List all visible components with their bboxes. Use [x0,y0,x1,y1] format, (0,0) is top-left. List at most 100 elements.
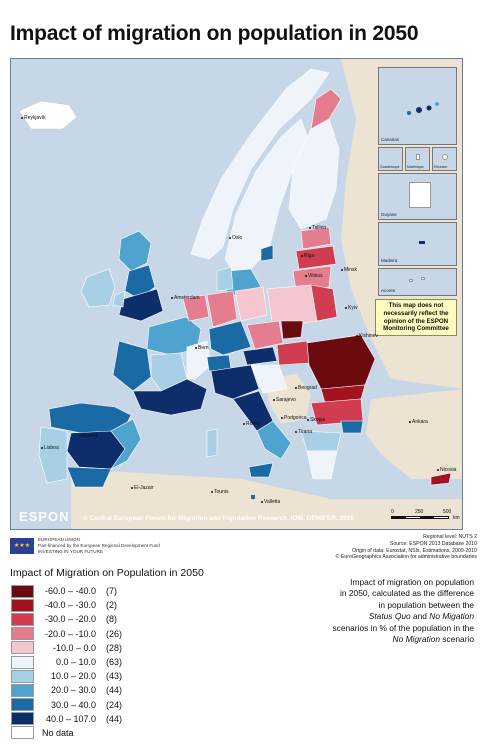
inset-martinique: Martinique [405,147,430,171]
region-slovenia-croatia [250,364,288,394]
legend-swatch [11,641,34,655]
legend-label: 20.0 – 30.0 [50,685,96,696]
city-label: Riga [301,253,314,259]
legend-swatch [11,683,34,697]
scale-label-500: 500 [443,509,452,515]
region-hungary [276,340,310,366]
legend-row: -60.0 – -40.0 (7) [11,584,161,598]
legend-row: 40.0 – 107.0 (44) [11,712,161,726]
city-label: Bern [195,345,209,351]
region-italy-south [256,420,292,460]
region-austria [242,346,278,366]
source-line: Source: ESPON 2013 Database 2010 [389,540,477,547]
city-label: Kishinev [356,333,378,339]
disclaimer-box: This map does not necessarily reflect th… [375,299,457,336]
region-iceland [18,100,78,130]
region-cyprus [430,472,452,486]
region-germany-east [234,286,268,322]
legend-label: -30.0 – -20.0 [44,614,96,625]
legend-swatch [11,712,34,726]
region-finland-east [310,88,342,130]
inset-guadeloupe: Guadeloupe [378,147,403,171]
espon-logo-text: ESPON [19,509,70,524]
legend-row: -30.0 – -20.0 (8) [11,612,161,626]
scale-label-0: 0 [391,509,394,515]
region-sardinia [206,428,218,458]
legend-row: 30.0 – 40.0 (24) [11,698,161,712]
region-wales [112,290,126,308]
city-label: Skopje [307,417,325,423]
region-denmark [216,266,234,292]
inset-label-canarias: Canarias [381,137,400,142]
europe-map [18,59,462,529]
legend-row: No data [11,726,161,740]
city-label: Minsk [341,267,357,273]
desc-line-scenarios: Status Quo and No Migation [299,611,474,622]
inset-label-guyane: Guyane [381,212,397,217]
inset-label-acores: Acores [381,288,396,293]
legend-row: 20.0 – 30.0 (44) [11,683,161,697]
region-france-west [112,340,152,392]
region-norway [190,68,330,260]
legend-label: 30.0 – 40.0 [50,699,96,710]
inset-guyane: Guyane [378,173,457,220]
region-italy-north [210,364,260,400]
legend-count: (7) [106,586,117,597]
legend-count: (24) [106,699,123,710]
source-line: Origin of data: Eurostat, NSIs, Estimati… [352,547,477,554]
canarias-islands [407,102,439,115]
region-scotland [118,230,152,272]
inset-label-guadeloupe: Guadeloupe [380,165,400,169]
region-czech [246,320,284,350]
scale-bar: 0 250 500 km [391,509,460,523]
city-label: Ankara [409,419,428,425]
city-label: El-Jazair [131,485,153,491]
legend-swatch [11,598,34,612]
legend-swatch [11,627,34,641]
region-spain-south [66,466,112,488]
region-bulgaria-coast [340,420,364,434]
legend-label: -60.0 – -40.0 [44,586,96,597]
eu-line: INVESTING IN YOUR FUTURE [38,548,103,554]
region-germany-south [208,320,252,356]
legend-row: -40.0 – -30.0 (2) [11,598,161,612]
desc-line-final: No Migration scenario [299,634,474,645]
map-frame: Canarias Guadeloupe Martinique Réunion G… [10,58,463,530]
region-germany-west [206,290,238,328]
region-portugal [38,426,68,484]
city-label: Valletta [261,499,280,505]
legend: -60.0 – -40.0 (7) -40.0 – -30.0 (2) -30.0 – … [11,584,161,740]
inset-acores: Acores [378,268,457,296]
city-label: Oslo [229,235,242,241]
map-title: Impact of migration on population in 205… [10,22,419,45]
region-spain-east [110,418,142,470]
inset-label-madeira: Madeira [381,258,398,263]
desc-line: in 2050, calculated as the difference [340,588,474,599]
city-label: Nicosia [437,467,456,473]
source-line: © EuroGeographics Association for admini… [335,554,477,561]
eu-line: EUROPEAN UNION [38,537,80,542]
region-malta [251,495,255,499]
region-france-south [132,378,208,416]
legend-count: (28) [106,642,123,653]
inset-madeira: Madeira [378,222,457,266]
eu-funding-block: ★★★ EUROPEAN UNION Part-financed by the … [10,536,210,556]
city-label: Beograd [295,385,317,391]
legend-count: (8) [106,614,117,625]
region-latvia [295,245,337,270]
inset-reunion: Réunion [432,147,457,171]
legend-label: -10.0 – 0.0 [52,642,96,653]
desc-no-migration: No Migration [392,634,441,645]
region-stockholm [260,244,274,262]
non-espon-turkey [366,389,462,479]
inset-label-martinique: Martinique [407,165,424,169]
region-slovakia [280,320,304,340]
desc-and: and [410,611,430,622]
city-label: Madrid [79,433,97,439]
source-line: Regional level: NUTS 2 [423,534,477,540]
desc-status-quo: Status Quo [368,611,411,622]
legend-count: (26) [106,628,123,639]
desc-line: in population between the [378,599,474,610]
city-label: Tounis [211,489,228,495]
legend-swatch [11,584,34,598]
